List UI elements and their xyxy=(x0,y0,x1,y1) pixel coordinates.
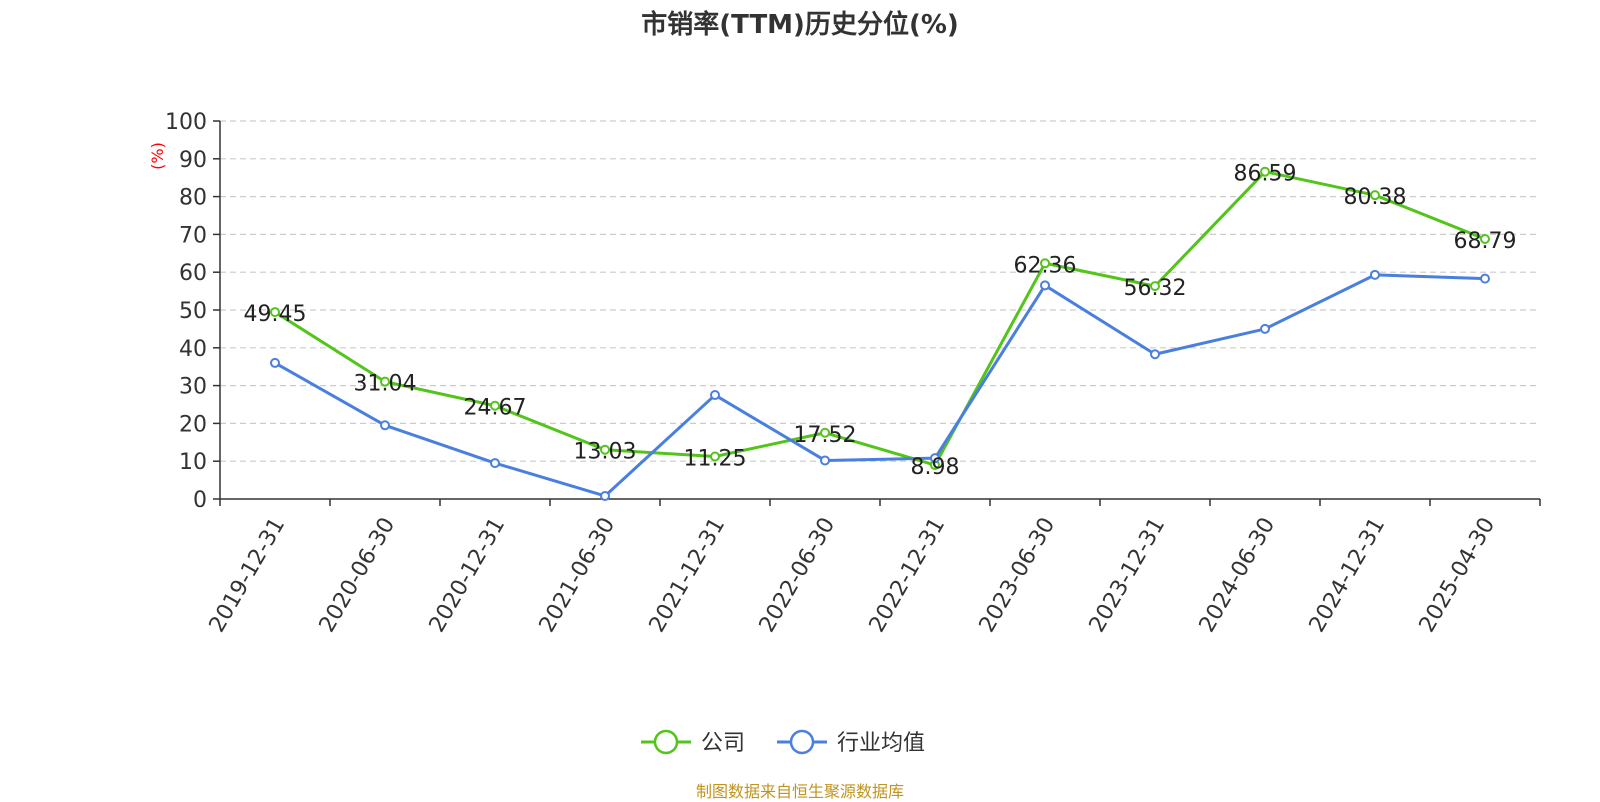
legend[interactable]: 公司 行业均值 xyxy=(641,729,925,756)
data-label: 80.38 xyxy=(1344,185,1407,210)
x-tick-label: 2023-06-30 xyxy=(975,514,1061,637)
data-point[interactable] xyxy=(1260,323,1270,334)
x-tick-label: 2019-12-31 xyxy=(205,514,291,637)
x-tick-label: 2021-06-30 xyxy=(535,514,621,637)
data-label: 49.45 xyxy=(244,302,307,327)
data-point[interactable] xyxy=(1480,233,1490,244)
data-point[interactable] xyxy=(1480,273,1490,284)
x-tick-label: 2025-04-30 xyxy=(1415,514,1501,637)
data-point[interactable] xyxy=(1040,258,1050,269)
chart-title: 市销率(TTM)历史分位(%) xyxy=(641,10,959,40)
data-point[interactable] xyxy=(380,420,390,431)
data-point[interactable] xyxy=(1040,280,1050,291)
data-point[interactable] xyxy=(270,307,280,318)
data-point[interactable] xyxy=(380,376,390,387)
series-line-0 xyxy=(274,170,1486,467)
data-point[interactable] xyxy=(1260,166,1270,177)
grid-lines xyxy=(220,120,1540,462)
data-point[interactable] xyxy=(490,400,500,411)
y-tick-label: 0 xyxy=(193,488,207,513)
data-point[interactable] xyxy=(710,390,720,401)
data-label: 13.03 xyxy=(574,440,637,465)
data-label: 31.04 xyxy=(354,372,417,397)
data-labels: 49.45 31.04 24.67 13.03 11.25 17.52 8.98 62.36 5… xyxy=(244,162,1517,480)
y-tick-label: 70 xyxy=(179,223,207,248)
x-tick-label: 2024-06-30 xyxy=(1195,514,1281,637)
y-tick-label: 10 xyxy=(179,450,207,475)
data-label: 62.36 xyxy=(1014,253,1077,278)
data-label: 8.98 xyxy=(911,455,960,480)
x-tick-label: 2021-12-31 xyxy=(645,514,731,637)
y-tick-label: 60 xyxy=(179,261,207,286)
data-point[interactable] xyxy=(490,458,500,469)
legend-label: 公司 xyxy=(701,731,745,756)
legend-item-1[interactable]: 行业均值 xyxy=(777,729,925,756)
y-tick-label: 80 xyxy=(179,186,207,211)
x-tick-label: 2022-06-30 xyxy=(755,514,841,637)
data-label: 11.25 xyxy=(684,446,747,471)
data-point[interactable] xyxy=(930,453,940,464)
data-label: 56.32 xyxy=(1124,276,1187,301)
y-tick-label: 30 xyxy=(179,375,207,400)
data-label: 86.59 xyxy=(1234,162,1297,187)
data-label: 24.67 xyxy=(464,396,527,421)
y-tick-label: 90 xyxy=(179,148,207,173)
data-point[interactable] xyxy=(820,427,830,438)
series-line-1 xyxy=(274,273,1486,498)
x-tick-label: 2020-06-30 xyxy=(315,514,401,637)
source-note: 制图数据来自恒生聚源数据库 xyxy=(695,782,904,801)
data-point[interactable] xyxy=(820,455,830,466)
data-label: 68.79 xyxy=(1454,229,1517,254)
y-tick-label: 100 xyxy=(165,110,207,135)
data-point[interactable] xyxy=(1150,349,1160,360)
legend-marker xyxy=(653,729,679,755)
data-point[interactable] xyxy=(600,444,610,455)
x-tick-label: 2022-12-31 xyxy=(865,514,951,637)
y-tick-label: 40 xyxy=(179,337,207,362)
data-point[interactable] xyxy=(600,490,610,501)
y-tick-label: 20 xyxy=(179,412,207,437)
legend-label: 行业均值 xyxy=(837,731,925,756)
y-axis-label: (%) xyxy=(148,142,167,170)
legend-item-0[interactable]: 公司 xyxy=(641,729,745,756)
x-tick-label: 2024-12-31 xyxy=(1305,514,1391,637)
data-label: 17.52 xyxy=(794,423,857,448)
data-point[interactable] xyxy=(1150,281,1160,292)
legend-marker xyxy=(789,729,815,755)
data-point[interactable] xyxy=(270,357,280,368)
x-tick-label: 2020-12-31 xyxy=(425,514,511,637)
x-tick-label: 2023-12-31 xyxy=(1085,514,1171,637)
y-tick-label: 50 xyxy=(179,299,207,324)
data-point[interactable] xyxy=(1370,190,1380,201)
series xyxy=(270,166,1490,501)
data-point[interactable] xyxy=(710,451,720,462)
data-point[interactable] xyxy=(1370,269,1380,280)
